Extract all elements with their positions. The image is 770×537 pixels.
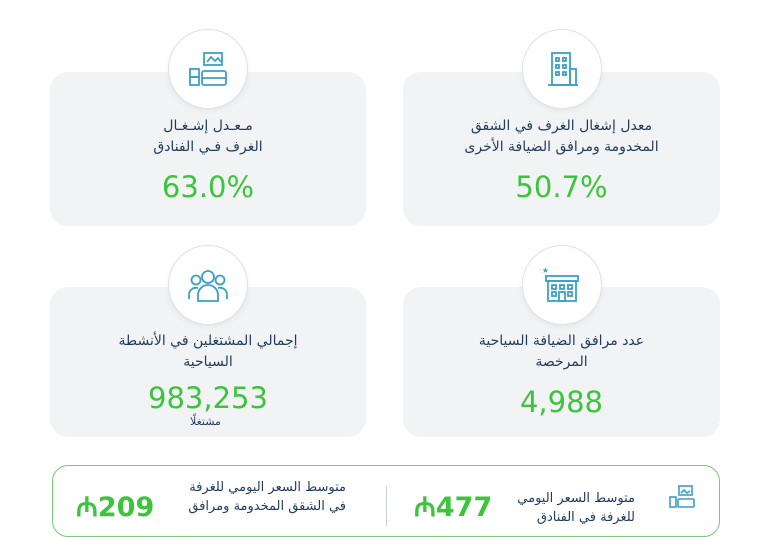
hotel-room-icon [168,29,248,109]
people-icon [168,245,248,325]
banner-divider [386,486,387,526]
card-label: معدل إشغال الغرف في الشقق المخدومة ومراف… [464,118,659,155]
hotel-stars-icon: ★★★ [522,245,602,325]
card-unit: مشتغلًا [190,415,221,428]
banner-right-number: 477 [435,492,493,523]
card-label: عدد مرافق الضيافة السياحية المرخصة [478,333,645,370]
banner-left-number: 209 [97,492,155,523]
banner-left-value: ₼209 [76,487,154,524]
banner-right-text: متوسط السعر اليومي للغرفة في الفنادق [517,491,635,525]
card-value: 63.0% [161,170,255,204]
riyal-symbol-icon: ₼ [76,492,98,523]
banner-right-value: ₼477 [414,487,492,524]
building-icon [522,29,602,109]
banner-left-text: متوسط السعر اليومي للغرفة في الشقق المخد… [188,480,346,514]
card-apartment-occupancy: معدل إشغال الغرف في الشقق المخدومة ومراف… [403,72,720,226]
hotel-room-icon [668,484,696,514]
card-label: إجمالي المشتغلين في الأنشطة السياحية [118,333,298,370]
card-value: 50.7% [515,170,608,204]
svg-text:★★★: ★★★ [540,266,549,275]
card-value: 983,253 [148,381,268,415]
card-label: مـعـدل إشـغـال الغرف فـي الفنادق [153,118,263,155]
riyal-symbol-icon: ₼ [414,492,436,523]
card-value: 4,988 [519,385,604,419]
